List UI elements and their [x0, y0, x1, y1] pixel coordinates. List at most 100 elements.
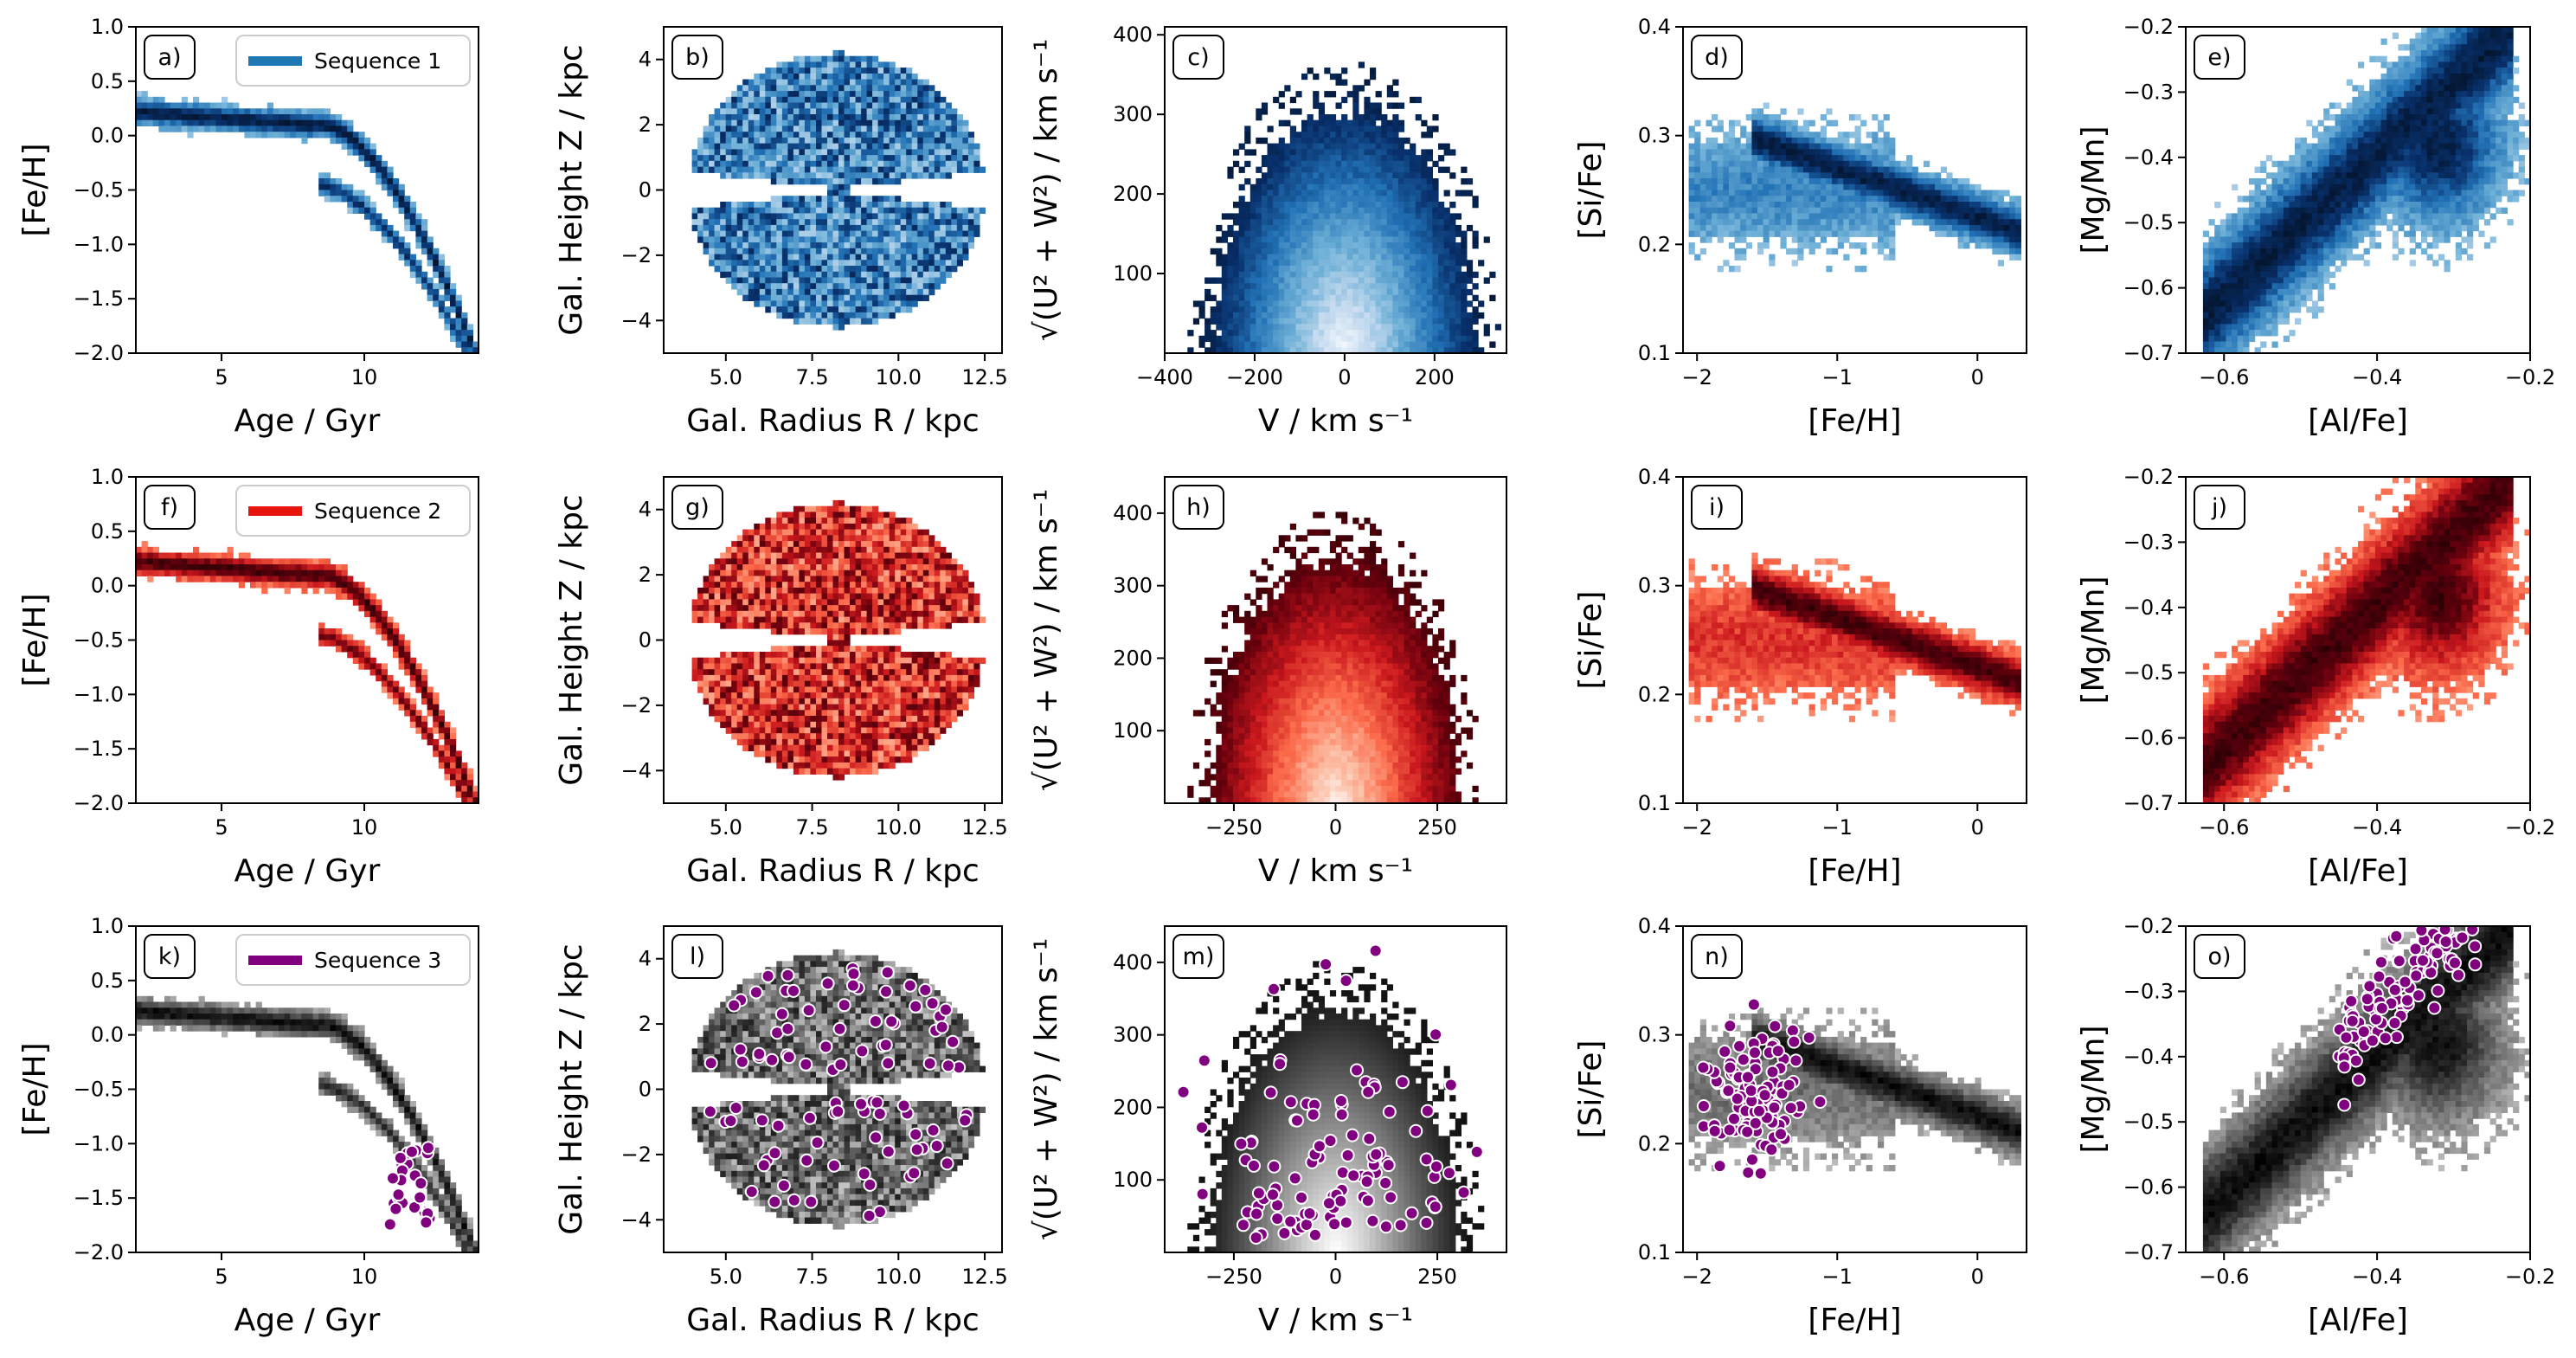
- heatmap-cell: [1997, 219, 2005, 226]
- heatmap-cell: [906, 96, 913, 104]
- heatmap-cell: [2014, 248, 2021, 255]
- heatmap-cell: [273, 114, 279, 121]
- heatmap-cell: [1780, 108, 1787, 115]
- heatmap-cell: [725, 271, 732, 279]
- heatmap-cell: [917, 126, 924, 132]
- heatmap-cell: [1307, 207, 1314, 214]
- heatmap-cell: [872, 102, 879, 109]
- heatmap-cell: [1301, 155, 1308, 162]
- heatmap-cell: [799, 96, 806, 104]
- heatmap-cell: [1295, 160, 1302, 168]
- heatmap-cell: [1455, 288, 1461, 296]
- heatmap-cell: [433, 288, 440, 296]
- heatmap-cell: [1233, 330, 1240, 337]
- x-tick-label: 0: [1338, 365, 1351, 389]
- heatmap-cell: [2208, 283, 2215, 290]
- heatmap-cell: [787, 149, 794, 156]
- heatmap-cell: [1426, 318, 1433, 325]
- heatmap-cell: [736, 202, 743, 209]
- heatmap-cell: [1392, 300, 1399, 307]
- heatmap-cell: [720, 172, 727, 179]
- heatmap-cell: [877, 137, 884, 145]
- heatmap-cell: [1717, 172, 1724, 179]
- heatmap-cell: [1694, 207, 1701, 214]
- heatmap-cell: [1341, 79, 1348, 86]
- heatmap-cell: [466, 335, 473, 343]
- heatmap-cell: [872, 73, 879, 80]
- heatmap-cell: [765, 166, 772, 173]
- heatmap-cell: [1335, 236, 1342, 243]
- heatmap-cell: [872, 61, 879, 68]
- heatmap-cell: [1935, 190, 1942, 196]
- heatmap-cell: [703, 137, 710, 145]
- heatmap-cell: [850, 91, 857, 98]
- heatmap-cell: [1694, 224, 1701, 232]
- heatmap-cell: [1370, 73, 1377, 80]
- heatmap-cell: [1375, 178, 1382, 185]
- heatmap-cell: [1832, 143, 1839, 150]
- heatmap-cell: [1227, 306, 1234, 313]
- heatmap-cell: [2202, 271, 2210, 279]
- heatmap-cell: [1238, 300, 1245, 307]
- heatmap-cell: [1774, 196, 1782, 203]
- heatmap-cell: [804, 248, 811, 255]
- heatmap-cell: [787, 108, 794, 115]
- heatmap-cell: [358, 137, 365, 145]
- heatmap-cell: [1946, 196, 1953, 203]
- heatmap-cell: [1301, 330, 1308, 337]
- heatmap-cell: [427, 283, 434, 290]
- heatmap-cell: [810, 155, 817, 162]
- heatmap-cell: [1238, 335, 1245, 343]
- heatmap-cell: [759, 108, 766, 115]
- heatmap-cell: [1740, 126, 1747, 132]
- heatmap-cell: [1757, 190, 1764, 196]
- heatmap-cell: [1461, 260, 1468, 267]
- heatmap-cell: [1699, 213, 1706, 220]
- heatmap-cell: [1740, 219, 1747, 226]
- heatmap-cell: [1797, 190, 1804, 196]
- heatmap-cell: [1221, 254, 1228, 261]
- heatmap-cell: [1352, 96, 1359, 104]
- heatmap-cell: [1940, 178, 1947, 185]
- heatmap-cell: [1289, 213, 1296, 220]
- heatmap-cell: [1688, 160, 1695, 168]
- heatmap-cell: [1198, 300, 1205, 307]
- heatmap-cell: [736, 160, 743, 168]
- heatmap-cell: [1318, 312, 1325, 319]
- heatmap-cell: [714, 137, 721, 145]
- heatmap-cell: [731, 119, 738, 126]
- heatmap-cell: [421, 248, 428, 255]
- heatmap-cell: [850, 108, 857, 115]
- heatmap-cell: [770, 132, 777, 138]
- heatmap-cell: [1906, 207, 1913, 214]
- heatmap-cell: [1210, 248, 1217, 255]
- heatmap-cell: [709, 126, 716, 132]
- heatmap-cell: [1740, 224, 1747, 232]
- heatmap-cell: [433, 271, 440, 279]
- heatmap-cell: [1261, 137, 1269, 145]
- heatmap-cell: [770, 91, 777, 98]
- heatmap-cell: [1375, 236, 1382, 243]
- heatmap-cell: [911, 91, 918, 98]
- heatmap-cell: [1843, 236, 1850, 243]
- heatmap-cell: [765, 306, 772, 313]
- heatmap-cell: [911, 108, 918, 115]
- heatmap-cell: [1878, 126, 1885, 132]
- heatmap-cell: [1866, 155, 1873, 162]
- heatmap-cell: [821, 102, 828, 109]
- heatmap-cell: [1872, 114, 1879, 121]
- heatmap-cell: [1346, 178, 1353, 185]
- heatmap-cell: [215, 114, 222, 121]
- heatmap-cell: [922, 79, 929, 86]
- heatmap-cell: [855, 207, 862, 214]
- heatmap-cell: [1397, 137, 1405, 145]
- heatmap-cell: [1301, 230, 1308, 237]
- heatmap-cell: [1392, 132, 1399, 138]
- heatmap-cell: [793, 306, 800, 313]
- heatmap-cell: [877, 96, 884, 104]
- heatmap-cell: [1426, 283, 1433, 290]
- heatmap-cell: [697, 224, 704, 232]
- y-tick-label: −2.0: [74, 341, 124, 365]
- heatmap-cell: [799, 213, 806, 220]
- heatmap-cell: [821, 306, 828, 313]
